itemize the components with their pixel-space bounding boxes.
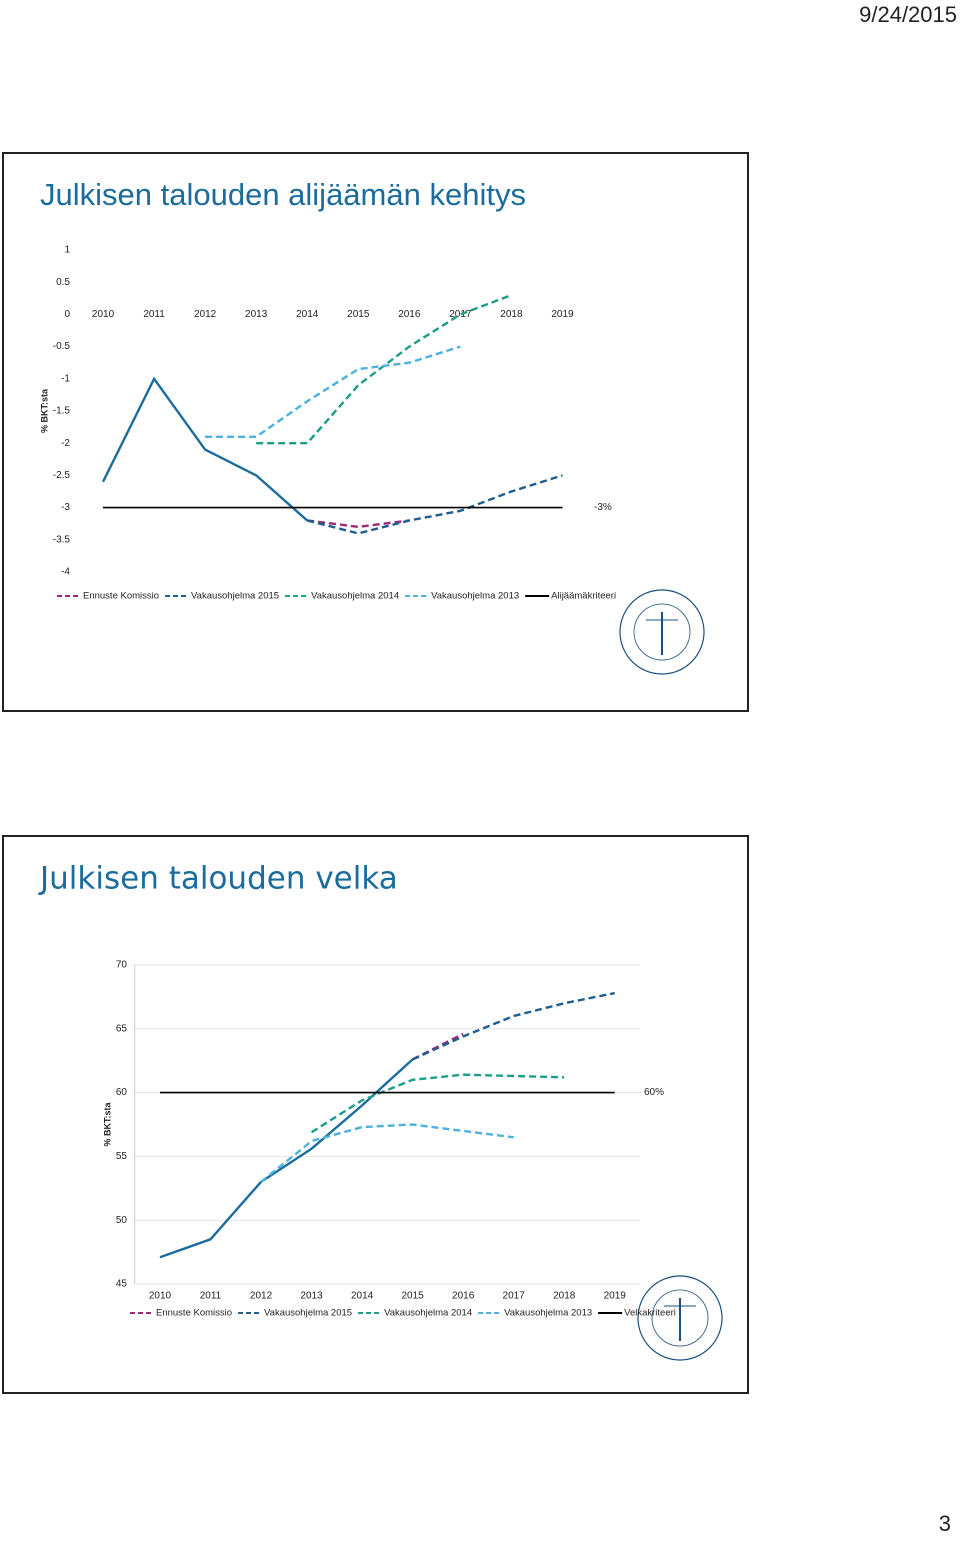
x-tick-label: 2015: [347, 309, 370, 320]
y-tick-label: 0.5: [56, 277, 70, 288]
series-line: [412, 991, 615, 1061]
x-tick-label: 2013: [245, 309, 268, 320]
x-tick-label: 2012: [250, 1291, 273, 1302]
x-tick-label: 2019: [604, 1291, 627, 1302]
y-tick-label: -4: [61, 567, 70, 578]
legend-label: Vakausohjelma 2015: [264, 1308, 352, 1319]
x-tick-label: 2011: [143, 309, 165, 320]
x-tick-label: 2010: [92, 309, 115, 320]
annotation: -3%: [594, 502, 612, 513]
y-tick-label: -1.5: [53, 406, 71, 417]
series-line: [306, 474, 563, 535]
x-tick-label: 2018: [553, 1291, 576, 1302]
legend-label: Velkakriteeri: [624, 1308, 676, 1319]
y-tick-label: 70: [116, 960, 128, 971]
x-tick-label: 2019: [551, 309, 574, 320]
legend-label: Ennuste Komissio: [156, 1308, 232, 1319]
legend-label: Vakausohjelma 2013: [504, 1308, 592, 1319]
x-tick-label: 2010: [149, 1291, 172, 1302]
y-tick-label: -3: [61, 502, 70, 513]
y-tick-label: 65: [116, 1023, 128, 1034]
logo: [619, 589, 705, 675]
y-tick-label: 1: [64, 245, 70, 256]
y-tick-label: -2.5: [53, 470, 71, 481]
y-tick-label: 50: [116, 1215, 128, 1226]
annotation: 60%: [644, 1087, 664, 1098]
series-line: [310, 1073, 565, 1134]
x-tick-label: 2016: [452, 1291, 475, 1302]
x-tick-label: 2012: [194, 309, 217, 320]
x-tick-label: 2017: [449, 309, 472, 320]
x-tick-label: 2017: [503, 1291, 526, 1302]
x-tick-label: 2014: [296, 309, 319, 320]
legend-label: Vakausohjelma 2014: [311, 591, 399, 602]
series-line: [307, 519, 410, 529]
y-tick-label: -2: [61, 438, 70, 449]
y-tick-label: 0: [64, 309, 70, 320]
x-tick-label: 2016: [398, 309, 421, 320]
y-tick-label: 60: [116, 1087, 128, 1098]
series-line: [205, 345, 461, 438]
slide-frame: [2, 152, 749, 712]
x-tick-label: 2013: [300, 1291, 323, 1302]
date: 9/24/2015: [859, 2, 957, 27]
legend-label: Vakausohjelma 2013: [431, 591, 519, 602]
y-tick-label: 45: [116, 1279, 128, 1290]
y-tick-label: -3.5: [53, 534, 71, 545]
slide-title: Julkisen talouden alijäämän kehitys: [40, 177, 526, 212]
x-tick-label: 2011: [200, 1291, 222, 1302]
page-number: 3: [939, 1511, 951, 1536]
x-tick-label: 2014: [351, 1291, 374, 1302]
series-line: [101, 376, 308, 522]
legend-label: Alijäämäkriteeri: [551, 591, 616, 602]
x-tick-label: 2018: [500, 309, 523, 320]
y-tick-label: -0.5: [53, 341, 71, 352]
y-axis-label: % BKT:sta: [39, 388, 49, 433]
x-tick-label: 2015: [401, 1291, 424, 1302]
legend-label: Vakausohjelma 2014: [384, 1308, 472, 1319]
logo: [637, 1275, 723, 1361]
y-tick-label: 55: [116, 1151, 128, 1162]
slide-frame: [2, 835, 749, 1394]
slide-title: Julkisen talouden velka: [38, 861, 398, 897]
y-tick-label: -1: [61, 373, 70, 384]
legend-label: Vakausohjelma 2015: [191, 591, 279, 602]
legend-label: Ennuste Komissio: [83, 591, 159, 602]
y-axis-label: % BKT:sta: [102, 1102, 112, 1147]
